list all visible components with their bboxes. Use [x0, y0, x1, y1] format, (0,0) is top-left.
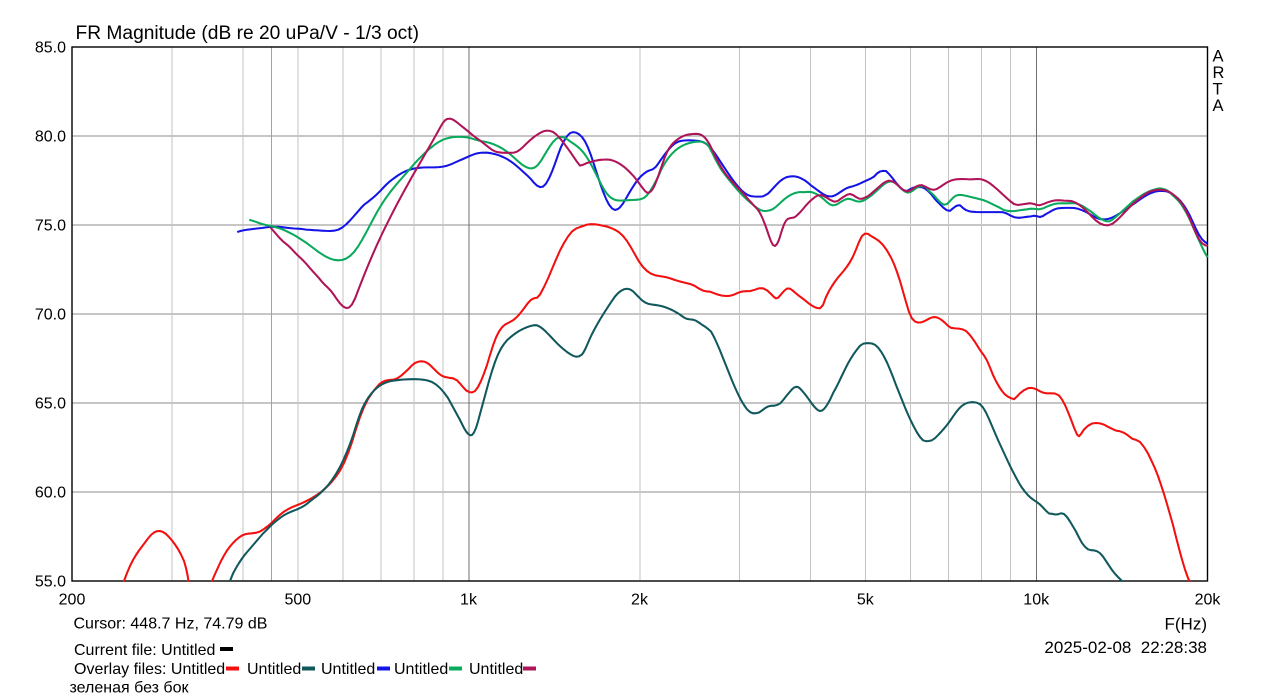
svg-text:Untitled: Untitled [394, 661, 448, 678]
svg-text:A: A [1213, 48, 1224, 66]
svg-text:2025-02-08 22:28:38: 2025-02-08 22:28:38 [1044, 638, 1207, 657]
svg-text:F(Hz): F(Hz) [1165, 615, 1207, 634]
svg-text:2k: 2k [631, 592, 649, 609]
svg-text:65.0: 65.0 [35, 396, 66, 413]
svg-text:500: 500 [284, 592, 311, 609]
svg-text:Current file: Untitled: Current file: Untitled [74, 642, 215, 659]
svg-text:Untitled: Untitled [247, 661, 301, 678]
svg-text:75.0: 75.0 [35, 218, 66, 235]
svg-text:85.0: 85.0 [35, 40, 66, 57]
svg-text:Untitled: Untitled [321, 661, 375, 678]
svg-text:A: A [1213, 97, 1224, 115]
svg-text:5k: 5k [857, 592, 875, 609]
svg-text:Cursor: 448.7 Hz, 74.79 dB: Cursor: 448.7 Hz, 74.79 dB [74, 616, 268, 633]
svg-text:70.0: 70.0 [35, 307, 66, 324]
svg-text:200: 200 [59, 592, 86, 609]
svg-text:T: T [1213, 81, 1223, 99]
svg-text:10k: 10k [1023, 592, 1050, 609]
svg-text:1k: 1k [460, 592, 478, 609]
svg-text:FR Magnitude (dB re 20 uPa/V -: FR Magnitude (dB re 20 uPa/V - 1/3 oct) [76, 23, 420, 44]
svg-text:20k: 20k [1195, 592, 1222, 609]
svg-text:зеленая без бок: зеленая без бок [70, 680, 190, 697]
svg-text:R: R [1213, 64, 1225, 82]
svg-text:55.0: 55.0 [35, 574, 66, 591]
svg-text:Overlay files: Untitled: Overlay files: Untitled [74, 661, 225, 678]
svg-text:60.0: 60.0 [35, 485, 66, 502]
svg-text:80.0: 80.0 [35, 129, 66, 146]
svg-text:Untitled: Untitled [469, 661, 523, 678]
